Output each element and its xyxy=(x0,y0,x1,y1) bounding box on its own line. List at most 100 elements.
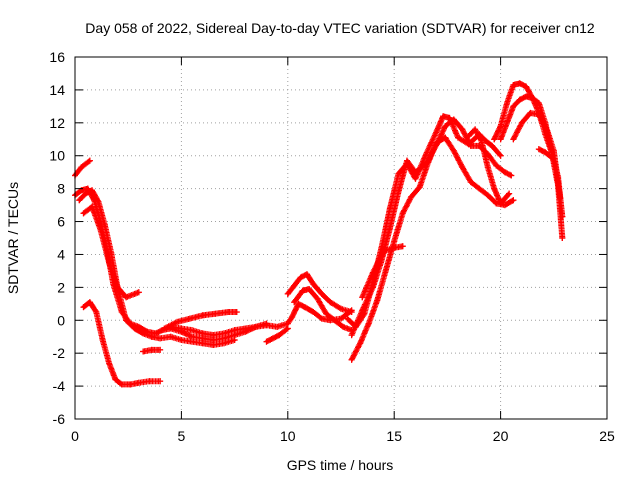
data-point xyxy=(416,183,423,190)
data-point xyxy=(148,333,155,340)
data-point xyxy=(131,290,138,297)
data-point xyxy=(489,142,496,149)
data-point xyxy=(276,332,283,339)
data-point xyxy=(146,378,153,385)
data-point xyxy=(497,136,504,143)
series-s16 xyxy=(465,126,513,207)
y-tick-label: 2 xyxy=(57,279,65,295)
data-point xyxy=(199,312,206,319)
data-point xyxy=(510,103,517,110)
data-point xyxy=(459,126,466,133)
data-point xyxy=(284,290,291,297)
data-point xyxy=(412,169,419,176)
data-point xyxy=(210,332,217,339)
data-point xyxy=(306,286,313,293)
data-point xyxy=(497,123,504,130)
data-point xyxy=(299,287,306,294)
data-point xyxy=(318,290,325,297)
data-point xyxy=(301,304,308,311)
y-tick-label: 6 xyxy=(57,214,65,230)
data-point xyxy=(338,305,344,312)
data-point xyxy=(544,128,551,135)
data-point xyxy=(97,226,104,233)
data-point xyxy=(508,172,515,179)
data-point xyxy=(323,310,330,317)
data-point xyxy=(408,193,415,200)
data-point xyxy=(106,360,113,367)
data-point xyxy=(369,269,376,276)
data-point xyxy=(359,294,366,301)
series-s9 xyxy=(263,325,291,345)
data-point xyxy=(357,340,364,347)
data-point xyxy=(442,134,449,141)
y-tick-label: -4 xyxy=(53,378,66,394)
series-s6 xyxy=(140,346,164,355)
series-s15 xyxy=(359,243,406,301)
data-point xyxy=(348,356,355,363)
data-point xyxy=(161,325,168,332)
data-point xyxy=(395,188,402,195)
data-point xyxy=(212,310,219,317)
data-point xyxy=(295,300,302,307)
x-tick-label: 25 xyxy=(599,428,615,444)
series-s7 xyxy=(161,309,240,332)
data-point xyxy=(399,243,406,250)
data-point xyxy=(450,116,457,123)
data-point xyxy=(310,309,317,316)
data-point xyxy=(527,109,534,116)
data-point xyxy=(391,238,398,245)
data-point xyxy=(123,294,130,301)
data-point xyxy=(108,249,115,256)
data-point xyxy=(399,210,406,217)
data-point xyxy=(510,81,517,88)
data-point xyxy=(220,330,227,337)
data-point xyxy=(189,338,196,345)
data-point xyxy=(369,284,376,291)
data-point xyxy=(497,200,504,207)
data-point xyxy=(86,299,93,306)
series-layer xyxy=(72,80,566,388)
data-point xyxy=(291,299,298,306)
data-point xyxy=(263,320,270,327)
data-point xyxy=(140,348,147,355)
y-tick-label: 14 xyxy=(49,82,65,98)
x-tick-label: 10 xyxy=(280,428,296,444)
data-point xyxy=(348,332,355,339)
data-point xyxy=(467,142,474,149)
series-s19 xyxy=(510,109,564,202)
data-point xyxy=(380,248,387,255)
data-point xyxy=(220,340,227,347)
data-point xyxy=(450,147,457,154)
y-tick-label: 8 xyxy=(57,181,65,197)
data-point xyxy=(210,341,217,348)
data-point xyxy=(284,325,291,332)
data-point xyxy=(501,169,508,176)
x-axis-label: GPS time / hours xyxy=(287,457,394,473)
data-point xyxy=(93,309,100,316)
data-point xyxy=(510,136,517,143)
data-point xyxy=(542,149,549,156)
data-point xyxy=(365,320,372,327)
data-point xyxy=(167,323,174,330)
data-point xyxy=(423,151,430,158)
plot-frame xyxy=(74,56,608,420)
data-point xyxy=(231,327,238,334)
y-tick-label: 12 xyxy=(49,115,65,131)
y-tick-label: 4 xyxy=(57,246,65,262)
data-point xyxy=(95,198,102,205)
data-point xyxy=(501,202,508,209)
data-point xyxy=(391,244,398,251)
data-point xyxy=(114,284,121,291)
data-point xyxy=(459,164,466,171)
data-point xyxy=(118,381,125,388)
data-point xyxy=(140,330,147,337)
data-point xyxy=(425,159,432,166)
data-point xyxy=(112,376,119,383)
data-point xyxy=(303,271,310,278)
data-point xyxy=(225,309,232,316)
data-point xyxy=(491,185,498,192)
series-s4 xyxy=(80,203,142,301)
y-tick-labels: -6 -4 -2 0 2 4 6 8 10 12 14 16 xyxy=(49,49,65,427)
data-point xyxy=(82,190,89,197)
